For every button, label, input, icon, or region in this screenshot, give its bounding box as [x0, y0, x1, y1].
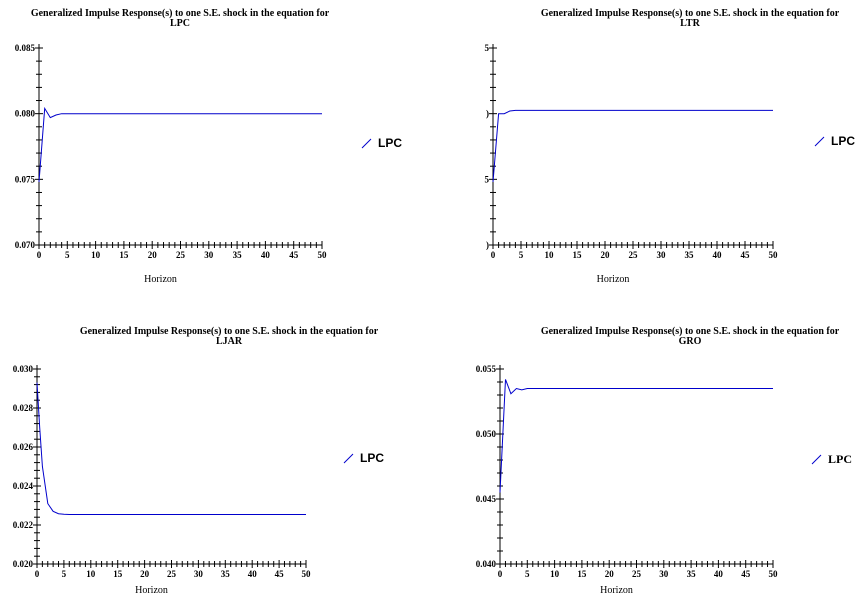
x-tick-label: 0	[498, 569, 503, 579]
chart-title-line-1: Generalized Impulse Response(s) to one S…	[541, 326, 840, 337]
x-tick-label: 15	[119, 250, 129, 260]
y-tick-label: 5	[485, 174, 490, 184]
y-tick-label: 0.070	[15, 240, 36, 250]
y-tick-label: 0.050	[476, 429, 497, 439]
x-tick-label: 35	[221, 569, 231, 579]
x-tick-label: 50	[318, 250, 328, 260]
x-tick-label: 10	[86, 569, 96, 579]
y-tick-label: 0.040	[476, 559, 497, 569]
y-tick-label: 0.030	[13, 364, 34, 374]
x-axis-label: Horizon	[597, 274, 630, 285]
x-tick-label: 5	[525, 569, 530, 579]
chart-panel-3: Generalized Impulse Response(s) to one S…	[13, 326, 385, 596]
y-tick-label: 0.020	[13, 559, 34, 569]
chart-title-line-2: LPC	[170, 18, 190, 29]
legend-swatch	[814, 136, 825, 147]
x-tick-label: 45	[741, 250, 751, 260]
y-tick-label: 5	[485, 43, 490, 53]
x-tick-label: 50	[769, 569, 779, 579]
legend-label: LPC	[828, 452, 852, 466]
series-line-lpc	[38, 106, 322, 183]
y-tick-label: )	[486, 109, 489, 119]
x-tick-label: 25	[629, 250, 639, 260]
x-tick-label: 30	[194, 569, 204, 579]
y-tick-label: 0.075	[15, 174, 36, 184]
x-tick-label: 20	[601, 250, 611, 260]
x-tick-label: 35	[233, 250, 243, 260]
series-line-lpc	[492, 109, 773, 183]
legend-label: LPC	[378, 136, 402, 150]
legend-swatch	[811, 454, 822, 465]
x-tick-label: 15	[577, 569, 587, 579]
chart-title-line-2: LJAR	[216, 336, 243, 347]
chart-panel-2: Generalized Impulse Response(s) to one S…	[485, 8, 856, 285]
x-tick-label: 50	[769, 250, 779, 260]
series-line-lpc	[36, 382, 306, 515]
x-tick-label: 25	[632, 569, 642, 579]
series-line-lpc	[499, 379, 773, 493]
x-axis-label: Horizon	[135, 585, 168, 596]
chart-title-line-2: LTR	[680, 18, 700, 29]
x-axis-label: Horizon	[600, 585, 633, 596]
x-tick-label: 30	[659, 569, 669, 579]
x-tick-label: 35	[687, 569, 697, 579]
x-tick-label: 45	[275, 569, 285, 579]
legend-swatch	[343, 453, 354, 464]
x-tick-label: 50	[302, 569, 312, 579]
legend-label: LPC	[360, 451, 384, 465]
x-tick-label: 20	[140, 569, 150, 579]
x-tick-label: 40	[713, 250, 723, 260]
chart-panel-1: Generalized Impulse Response(s) to one S…	[15, 8, 403, 285]
x-tick-label: 10	[550, 569, 560, 579]
x-tick-label: 10	[91, 250, 101, 260]
x-tick-label: 0	[35, 569, 40, 579]
y-tick-label: 0.028	[13, 403, 34, 413]
legend-swatch	[361, 138, 372, 149]
x-tick-label: 20	[605, 569, 615, 579]
y-tick-label: )	[486, 240, 489, 250]
chart-title-line-1: Generalized Impulse Response(s) to one S…	[31, 8, 330, 19]
chart-title-line-2: GRO	[679, 336, 702, 347]
x-tick-label: 45	[289, 250, 299, 260]
x-tick-label: 20	[148, 250, 158, 260]
x-tick-label: 25	[167, 569, 177, 579]
y-tick-label: 0.026	[13, 442, 34, 452]
legend-label: LPC	[831, 134, 855, 148]
x-tick-label: 10	[545, 250, 555, 260]
chart-title-line-1: Generalized Impulse Response(s) to one S…	[541, 8, 840, 19]
x-tick-label: 45	[741, 569, 751, 579]
x-tick-label: 30	[204, 250, 214, 260]
x-tick-label: 40	[714, 569, 724, 579]
x-tick-label: 35	[685, 250, 695, 260]
y-tick-label: 0.045	[476, 494, 497, 504]
x-tick-label: 30	[657, 250, 667, 260]
y-tick-label: 0.085	[15, 43, 36, 53]
x-tick-label: 40	[248, 569, 258, 579]
x-axis-label: Horizon	[144, 274, 177, 285]
y-tick-label: 0.080	[15, 109, 36, 119]
x-tick-label: 0	[491, 250, 496, 260]
x-tick-label: 5	[65, 250, 70, 260]
x-tick-label: 15	[113, 569, 123, 579]
x-tick-label: 5	[62, 569, 67, 579]
x-tick-label: 0	[37, 250, 42, 260]
y-tick-label: 0.024	[13, 481, 34, 491]
x-tick-label: 40	[261, 250, 271, 260]
x-tick-label: 15	[573, 250, 583, 260]
x-tick-label: 25	[176, 250, 186, 260]
y-tick-label: 0.055	[476, 364, 497, 374]
x-tick-label: 5	[519, 250, 524, 260]
y-tick-label: 0.022	[13, 520, 34, 530]
chart-title-line-1: Generalized Impulse Response(s) to one S…	[80, 326, 379, 337]
chart-panel-4: Generalized Impulse Response(s) to one S…	[476, 326, 852, 596]
